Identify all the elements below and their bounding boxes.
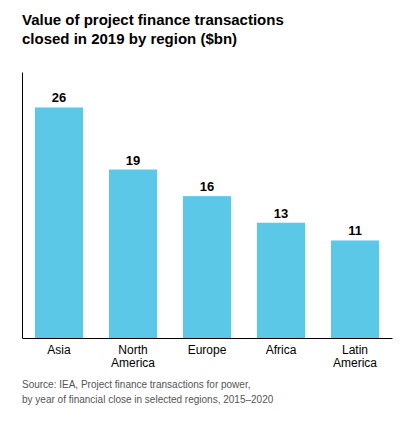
- x-tick: Asia: [47, 338, 71, 357]
- text-line: Europe: [188, 343, 227, 357]
- x-tick: Africa: [266, 338, 297, 357]
- y-axis: [22, 73, 23, 339]
- bar: [109, 170, 157, 338]
- x-tick: Europe: [188, 338, 227, 357]
- data-label: 13: [274, 206, 288, 221]
- text-line: Latin: [342, 343, 368, 357]
- bar: [257, 223, 305, 338]
- title: Value of project finance transactions clo…: [22, 11, 284, 47]
- x-tick: NorthAmerica: [111, 338, 155, 370]
- plot: 2619161311AsiaNorthAmericaEuropeAfricaLa…: [23, 73, 393, 371]
- x-tick-label: NorthAmerica: [111, 343, 155, 371]
- text-line: Africa: [266, 343, 297, 357]
- annotation: Source: IEA, Project finance transaction…: [22, 379, 274, 405]
- data-label: 26: [52, 90, 66, 105]
- data-label: 11: [348, 223, 362, 238]
- text-line: Source: IEA, Project finance transaction…: [22, 379, 250, 390]
- x-axis: AsiaNorthAmericaEuropeAfricaLatinAmerica: [23, 338, 393, 370]
- x-tick-label: LatinAmerica: [333, 343, 377, 371]
- text-line: by year of financial close in selected r…: [22, 394, 274, 405]
- x-tick-label: Europe: [188, 343, 227, 357]
- y-axis-line: [22, 73, 23, 339]
- chart: Value of project finance transactions clo…: [0, 0, 408, 430]
- data-label: 16: [200, 179, 214, 194]
- bar: [183, 196, 231, 338]
- x-tick: LatinAmerica: [333, 338, 377, 370]
- x-tick-label: Africa: [266, 343, 297, 357]
- text-line: Value of project finance transactions: [22, 11, 284, 28]
- bar: [35, 107, 83, 338]
- text-line: North: [118, 343, 147, 357]
- data-labels: 26 19 16 13 11: [52, 90, 362, 238]
- text-line: America: [111, 356, 155, 370]
- x-tick-label: Asia: [47, 343, 71, 357]
- text-line: closed in 2019 by region ($bn): [22, 30, 237, 47]
- data-label: 19: [126, 153, 140, 168]
- text-line: America: [333, 356, 377, 370]
- x-axis-line: [23, 338, 393, 339]
- bar: [331, 240, 379, 338]
- bars: [35, 107, 379, 338]
- text-line: Asia: [47, 343, 71, 357]
